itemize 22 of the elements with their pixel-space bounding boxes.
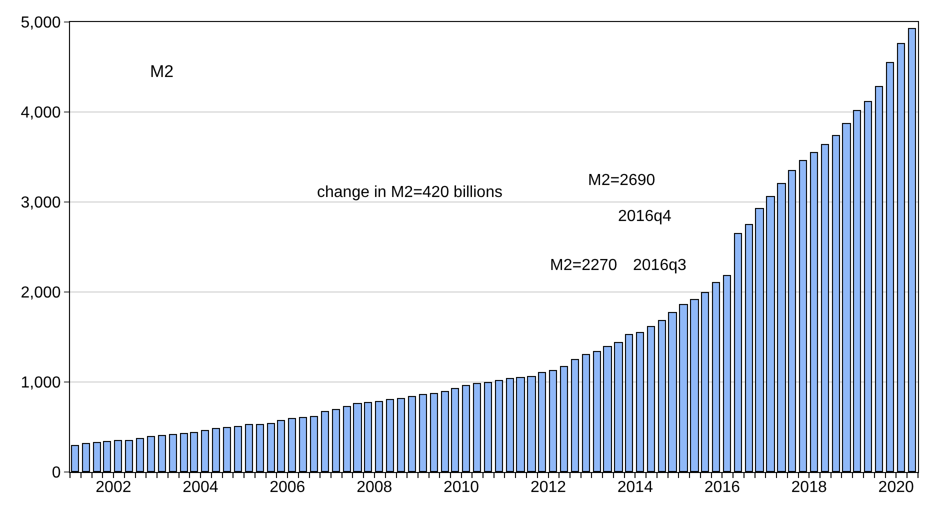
annotation: M2 — [150, 62, 174, 81]
y-tick-label: 2,000 — [20, 284, 61, 302]
x-tick-label: 2012 — [530, 479, 566, 496]
x-tick-label: 2006 — [270, 479, 306, 496]
x-tick-label: 2016 — [704, 479, 740, 496]
annotation: 2016q4 — [618, 208, 672, 225]
annotation: M2=2690 — [588, 172, 656, 189]
x-tick-label: 2010 — [443, 479, 480, 496]
annotation: change in M2=420 billions — [317, 184, 502, 201]
y-tick-label: 5,000 — [20, 14, 61, 32]
y-tick-label: 3,000 — [20, 194, 61, 212]
y-tick-label: 4,000 — [20, 104, 61, 122]
x-tick-label: 2014 — [617, 479, 654, 496]
y-tick-label: 0 — [52, 464, 61, 482]
annotation: M2=2270 — [550, 257, 618, 274]
x-tick-label: 2020 — [878, 479, 914, 496]
y-tick-label: 1,000 — [20, 374, 61, 392]
x-tick-label: 2008 — [356, 479, 392, 496]
x-tick-label: 2018 — [791, 479, 827, 496]
x-tick-label: 2004 — [182, 479, 218, 496]
x-tick-label: 2002 — [96, 479, 132, 496]
annotation: 2016q3 — [633, 257, 686, 274]
